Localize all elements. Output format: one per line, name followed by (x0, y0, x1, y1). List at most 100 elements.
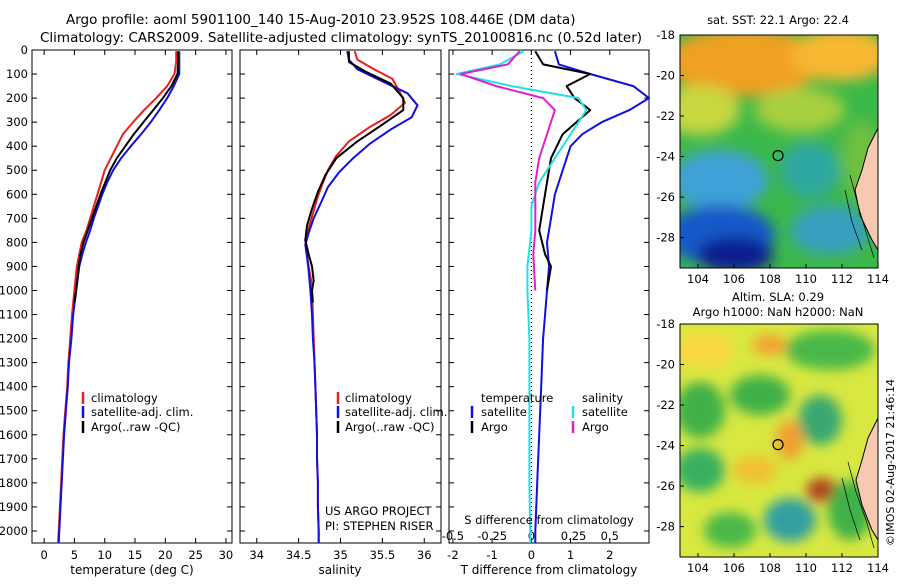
x-tick-label: 30 (219, 548, 234, 562)
profile-location-marker (772, 149, 784, 162)
y-tick-label: 1200 (0, 332, 28, 346)
series-line-argo (534, 50, 592, 291)
legend-salinity-title: salinity (582, 391, 623, 405)
y-tick-label: 500 (6, 163, 28, 177)
salinity-panel: 34 34.5 35 35.5 36 salinity climatology sate… (239, 49, 447, 577)
series-line-satellite (534, 50, 650, 543)
x-tick-label: 1 (567, 548, 574, 562)
y-tick-label: 300 (6, 115, 28, 129)
difference-top-axis-label: S difference from climatology (464, 513, 634, 527)
top-x-tick-label: -0.25 (477, 529, 507, 543)
legend-argo-label: Argo(..raw -QC) (345, 420, 435, 434)
legend-t-satellite-label: satellite (481, 405, 527, 419)
x-tick-label: 2 (606, 548, 613, 562)
x-tick-label: 0 (40, 548, 47, 562)
top-x-tick-label: -0.5 (442, 529, 464, 543)
x-tick-label: 25 (188, 548, 203, 562)
y-tick-label: 1700 (0, 452, 28, 466)
legend-t-argo-label: Argo (481, 420, 508, 434)
figure-title-line1: Argo profile: aoml 5901100_140 15-Aug-20… (66, 12, 575, 28)
top-x-tick-label: 0 (528, 529, 535, 543)
y-tick-label: 400 (6, 139, 28, 153)
map-x-tick-label: 108 (759, 272, 781, 286)
sst-map-title: sat. SST: 22.1 Argo: 22.4 (707, 13, 849, 27)
x-tick-label: -2 (447, 548, 458, 562)
x-tick-label: 20 (158, 548, 173, 562)
map-x-tick-label: 114 (867, 272, 889, 286)
y-tick-label: 1600 (0, 428, 28, 442)
x-tick-label: -1 (486, 548, 497, 562)
salinity-series (304, 50, 419, 543)
series-line-satellite (304, 51, 419, 543)
sst-map-field (680, 35, 878, 268)
legend-satellite-label: satellite-adj. clim. (345, 405, 447, 419)
map-y-tick-label: -28 (656, 520, 675, 534)
difference-legend: temperature satellite Argo salinity sate… (470, 391, 628, 434)
y-tick-label: 200 (6, 91, 28, 105)
y-tick-label: 700 (6, 211, 28, 225)
map-y-tick-label: -18 (656, 317, 675, 331)
salinity-legend: climatology satellite-adj. clim. Argo(..… (336, 391, 447, 434)
sla-map-subtitle: Argo h1000: NaN h2000: NaN (693, 305, 864, 319)
y-tick-label: 1100 (0, 308, 28, 322)
sla-map-title: Altim. SLA: 0.29 (732, 290, 824, 304)
x-tick-label: 36 (417, 548, 432, 562)
y-tick-label: 1900 (0, 500, 28, 514)
map-x-tick-label: 110 (795, 561, 817, 575)
y-tick-label: 1800 (0, 476, 28, 490)
difference-series (455, 50, 650, 543)
difference-axes: -2 -0.5 -1 -0.25 0 0 1 0.25 2 0.5 (442, 49, 649, 562)
y-tick-label: 1000 (0, 283, 28, 297)
series-line-satellite (57, 51, 181, 544)
salinity-axes: 34 34.5 35 35.5 36 (240, 49, 441, 562)
temperature-series (57, 51, 181, 544)
top-x-tick-label: 0.5 (601, 529, 619, 543)
temperature-axes: 0 5 10 15 20 25 300100200300400500600700800900… (0, 43, 233, 562)
salinity-xlabel: salinity (318, 563, 361, 577)
difference-xlabel: T difference from climatology (460, 563, 638, 577)
sla-map-axes: 104 106 108 110 112 114 -28 -26 -24 -22 -20 -18 (656, 317, 889, 575)
series-line-cyan (455, 50, 588, 543)
map-x-tick-label: 112 (831, 272, 853, 286)
map-y-tick-label: -18 (656, 28, 675, 42)
map-x-tick-label: 114 (867, 561, 889, 575)
legend-satellite-label: satellite-adj. clim. (91, 405, 193, 419)
legend-climatology-label: climatology (345, 391, 412, 405)
y-tick-label: 600 (6, 187, 28, 201)
profile-location-marker (772, 438, 784, 451)
y-tick-label: 1400 (0, 380, 28, 394)
map-x-tick-label: 106 (723, 272, 745, 286)
x-tick-label: 10 (97, 548, 112, 562)
y-tick-label: 1300 (0, 356, 28, 370)
map-y-tick-label: -28 (656, 231, 675, 245)
map-y-tick-label: -20 (656, 358, 675, 372)
x-tick-label: 5 (71, 548, 78, 562)
legend-temperature-title: temperature (481, 391, 553, 405)
legend-climatology-label: climatology (91, 391, 158, 405)
map-x-tick-label: 104 (687, 561, 709, 575)
project-annotation-line1: US ARGO PROJECT (325, 504, 433, 518)
map-x-tick-label: 106 (723, 561, 745, 575)
y-tick-label: 100 (6, 67, 28, 81)
x-tick-label: 0 (528, 548, 535, 562)
legend-s-satellite-label: satellite (582, 405, 628, 419)
sst-map: sat. SST: 22.1 Argo: 22.4 104 106 108 110 11… (656, 13, 889, 286)
map-y-tick-label: -20 (656, 69, 675, 83)
map-y-tick-label: -26 (656, 479, 675, 493)
sst-map-axes: 104 106 108 110 112 114 -28 -26 -24 -22 -20 -18 (656, 28, 889, 286)
map-y-tick-label: -24 (656, 439, 675, 453)
series-line-argo (73, 51, 180, 303)
map-y-tick-label: -26 (656, 190, 675, 204)
map-y-tick-label: -24 (656, 150, 675, 164)
x-tick-label: 35.5 (370, 548, 396, 562)
y-tick-label: 1500 (0, 404, 28, 418)
sla-map: Altim. SLA: 0.29 Argo h1000: NaN h2000: … (656, 290, 889, 575)
difference-panel: -2 -0.5 -1 -0.25 0 0 1 0.25 2 0.5 S difference fr… (442, 49, 650, 577)
map-y-tick-label: -22 (656, 109, 675, 123)
map-x-tick-label: 104 (687, 272, 709, 286)
x-tick-label: 15 (128, 548, 143, 562)
map-x-tick-label: 112 (831, 561, 853, 575)
imos-watermark: ©IMOS 02-Aug-2017 21:46:14 (884, 379, 897, 546)
sla-map-field (680, 324, 878, 557)
